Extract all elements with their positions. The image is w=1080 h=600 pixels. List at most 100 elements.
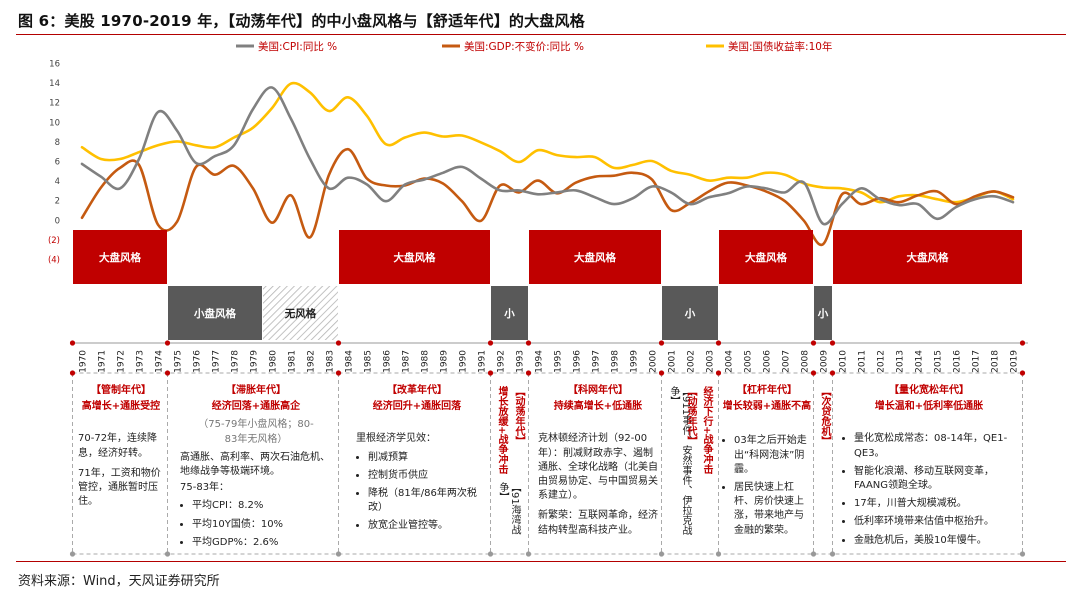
x-tick-label: 2013: [896, 350, 906, 373]
panel-corner-dot: [658, 551, 665, 557]
panel-text: 里根经济学见效：: [356, 433, 436, 445]
panel-title: 【滞胀年代】: [226, 385, 286, 396]
x-axis: 1970 1971 1972 1973 1974 1975 1976 1977 1978 1979…: [69, 340, 1028, 373]
x-tick-label: 1990: [459, 350, 469, 373]
x-tick-label: 1987: [402, 350, 412, 373]
panel-leverage-era: 【杠杆年代】 增长较弱+通胀不高 03年之后开始走出“科网泡沫”阴霾。 居民快速…: [722, 384, 812, 542]
plot-area: [80, 81, 1015, 247]
x-axis-marker: [335, 340, 342, 346]
large-cap-style-bar-label: 大盘风格: [99, 251, 141, 264]
x-axis-marker: [487, 340, 494, 346]
period-panel-borders: [69, 370, 1026, 557]
panel-corner-dot: [1019, 370, 1026, 376]
x-tick-label: 1986: [383, 350, 393, 373]
small-cap-style-bar: [662, 286, 718, 340]
x-tick-label: 1973: [136, 350, 146, 373]
x-tick-label: 1989: [440, 350, 450, 373]
panel-subtitle: 持续高增长+低通胀: [553, 401, 643, 413]
y-tick-label: 16: [49, 60, 60, 70]
panel-subtitle: 增长较弱+通胀不高: [722, 401, 812, 413]
x-tick-label: 1998: [611, 350, 621, 373]
x-tick-label: 2007: [782, 350, 792, 373]
title-divider: [16, 34, 1066, 35]
panel-corner-dot: [1019, 551, 1026, 557]
x-tick-label: 1975: [174, 350, 184, 373]
series-line-gdp: [80, 147, 1015, 247]
panel-bullet: 平均GDP%：2.6%: [192, 536, 332, 550]
panel-text: 克林顿经济计划（92-00年）：削减财政赤字、遏制通胀、全球化战略（北美自由贸易…: [538, 433, 658, 502]
y-tick-label: 4: [55, 177, 60, 187]
x-tick-label: 1977: [212, 350, 222, 373]
panel-corner-dot: [164, 370, 171, 376]
panel-bullet: 03年之后开始走出“科网泡沫”阴霾。: [734, 434, 812, 477]
y-tick-label: (2): [48, 236, 60, 246]
panel-tech-era: 【科网年代】 持续高增长+低通胀 克林顿经济计划（92-00年）：削减财政赤字、…: [538, 384, 658, 538]
panel-corner-dot: [810, 370, 817, 376]
y-tick-label: (4): [48, 256, 60, 266]
y-tick-label: 12: [49, 99, 60, 109]
large-cap-style-bar: [73, 230, 167, 284]
panel-corner-dot: [69, 551, 76, 557]
panel-reform-era: 【改革年代】 经济回升+通胀回落 里根经济学见效： 削减预算 控制货币供应 降税…: [350, 384, 484, 538]
x-tick-label: 2002: [687, 350, 697, 373]
panel-text: 高通胀、高利率、两次石油危机、地缘战争等极端环境。: [180, 451, 330, 477]
small-cap-style-bar-label: 小盘风格: [193, 307, 236, 320]
x-tick-label: 1996: [573, 350, 583, 373]
panel-title: 【量化宽松年代】: [889, 385, 969, 396]
y-tick-label: 8: [55, 138, 60, 148]
x-tick-label: 2018: [991, 350, 1001, 373]
panel-corner-dot: [487, 551, 494, 557]
large-cap-style-bar-label: 大盘风格: [574, 251, 616, 264]
legend-label: 美国:GDP:不变价:同比 %: [464, 40, 584, 53]
x-tick-label: 2004: [725, 350, 735, 373]
panel-turmoil-era-2001-desc: 经济下行+战争冲击: [701, 386, 712, 475]
x-tick-label: 2009: [820, 350, 830, 373]
x-tick-label: 2010: [839, 350, 849, 373]
panel-corner-dot: [715, 551, 722, 557]
panel-title: 【改革年代】: [387, 385, 447, 396]
x-tick-label: 2003: [706, 350, 716, 373]
x-axis-marker: [715, 340, 722, 346]
x-axis-marker: [810, 340, 817, 346]
panel-bullet: 低利率环境带来估值中枢抬升。: [854, 515, 1020, 529]
panel-subtitle: 增长温和+低利率低通胀: [874, 401, 984, 413]
large-cap-style-bar-label: 大盘风格: [394, 251, 436, 264]
y-tick-label: 2: [55, 197, 60, 207]
x-axis-marker: [69, 340, 76, 346]
panel-text: 75-83年：: [180, 482, 230, 494]
panel-title: 【杠杆年代】: [737, 385, 797, 396]
panel-corner-dot: [525, 551, 532, 557]
panel-corner-dot: [164, 551, 171, 557]
page-title: 图 6：美股 1970-2019 年，【动荡年代】的中小盘风格与【舒适年代】的大…: [18, 12, 585, 30]
small-cap-style-bar: [168, 286, 262, 340]
chart-svg: 美国:CPI:同比 % 美国:GDP:不变价:同比 % 美国:国债收益率:10年 1…: [48, 40, 1028, 557]
small-cap-style-bar-label: 小: [817, 307, 829, 320]
panel-bullet: 平均CPI：8.2%: [192, 499, 332, 513]
panel-bullet: 金融危机后，美股10年慢牛。: [854, 534, 1020, 548]
x-axis-marker: [525, 340, 532, 346]
x-tick-label: 2017: [972, 350, 982, 373]
y-tick-label: 0: [55, 216, 60, 226]
x-tick-label: 2016: [953, 350, 963, 373]
panel-qe-era: 【量化宽松年代】 增长温和+低利率低通胀 量化宽松成常态：08-14年，QE1-…: [838, 384, 1020, 552]
panel-bullet: 平均10Y国债：10%: [192, 518, 332, 532]
small-cap-style-bar: [491, 286, 528, 340]
y-axis: 16 14 12 10 8 6 4 2 0 (2) (4): [48, 60, 60, 266]
small-cap-style-bar: [814, 286, 832, 340]
panel-gulf-war-note: 【91海湾战争】: [497, 482, 520, 535]
panel-corner-dot: [69, 370, 76, 376]
x-tick-label: 1988: [421, 350, 431, 373]
x-tick-label: 1985: [364, 350, 374, 373]
x-tick-label: 2001: [668, 350, 678, 373]
x-tick-label: 1976: [193, 350, 203, 373]
large-cap-style-bar-label: 大盘风格: [745, 251, 787, 264]
panel-bullet: 量化宽松成常态：08-14年，QE1-QE3。: [854, 432, 1020, 460]
panel-title: 【管制年代】: [91, 385, 151, 396]
large-cap-style-bar: [339, 230, 490, 284]
x-tick-label: 1982: [307, 350, 317, 373]
x-tick-label: 2005: [744, 350, 754, 373]
panel-corner-dot: [829, 370, 836, 376]
panel-bullet: 放宽企业管控等。: [368, 519, 484, 533]
panel-subtitle: 经济回落+通胀高企: [211, 401, 301, 413]
